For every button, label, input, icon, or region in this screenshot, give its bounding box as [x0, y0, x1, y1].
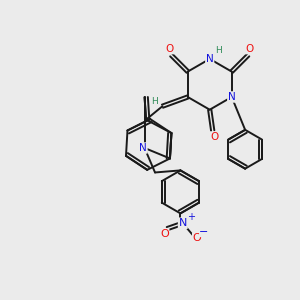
- Text: +: +: [187, 212, 195, 222]
- Text: N: N: [228, 92, 236, 102]
- Text: N: N: [178, 218, 187, 228]
- Text: O: O: [210, 132, 218, 142]
- Text: O: O: [166, 44, 174, 54]
- Text: N: N: [206, 54, 214, 64]
- Text: H: H: [215, 46, 221, 55]
- Text: −: −: [199, 227, 208, 237]
- Text: N: N: [139, 143, 147, 153]
- Text: O: O: [160, 229, 169, 239]
- Text: O: O: [193, 233, 202, 243]
- Text: O: O: [245, 44, 254, 54]
- Text: H: H: [151, 97, 158, 106]
